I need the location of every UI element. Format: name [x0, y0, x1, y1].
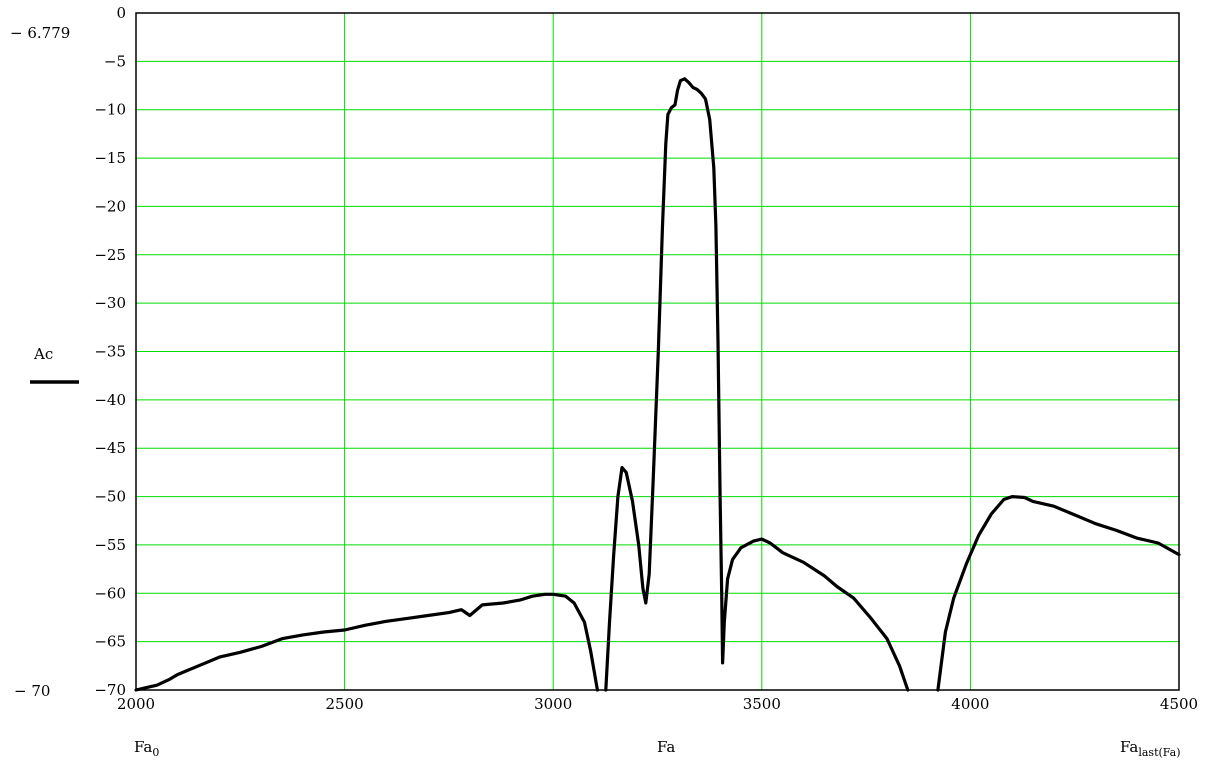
y-upper-limit-label: − 6.779 [10, 24, 70, 42]
y-tick-label: −30 [94, 294, 126, 312]
y-tick-label: −20 [94, 197, 126, 215]
plot-frame [135, 12, 1180, 691]
y-tick-label: −50 [94, 488, 126, 506]
y-tick-label: −70 [94, 681, 126, 699]
x-left-label-base: Fa [134, 738, 152, 756]
grid-lines [135, 12, 1180, 691]
y-tick-label: −10 [94, 101, 126, 119]
y-tick-label: −55 [94, 536, 126, 554]
y-lower-limit-label: − 70 [14, 682, 50, 700]
x-tick-label: 4000 [951, 695, 989, 713]
series-line [604, 77, 910, 692]
x-tick-label: 2500 [326, 695, 364, 713]
x-tick-labels: 2000 2500 3000 3500 4000 4500 [117, 695, 1198, 713]
x-left-label: Fa0 [134, 738, 159, 759]
y-tick-label: −45 [94, 439, 126, 457]
y-axis-label: Ac [33, 345, 53, 363]
x-right-label: Falast(Fa) [1120, 738, 1181, 759]
series-line [936, 495, 1181, 692]
x-right-label-base: Fa [1120, 738, 1138, 756]
y-tick-label: −15 [94, 149, 126, 167]
x-axis-label: Fa [657, 738, 675, 756]
x-right-label-sub: last(Fa) [1138, 746, 1180, 759]
x-tick-label: 2000 [117, 695, 155, 713]
y-tick-label: 0 [116, 4, 126, 22]
y-tick-label: −35 [94, 343, 126, 361]
x-tick-label: 4500 [1160, 695, 1198, 713]
y-tick-labels: 0 −5 −10 −15 −20 −25 −30 −35 −40 −45 −50 −55 −60 −65 −… [94, 4, 126, 699]
x-tick-label: 3500 [743, 695, 781, 713]
y-tick-label: −5 [104, 52, 126, 70]
series-line [134, 592, 599, 692]
x-left-label-sub: 0 [152, 746, 159, 759]
y-tick-label: −40 [94, 391, 126, 409]
y-tick-label: −60 [94, 584, 126, 602]
series-lines [134, 77, 1181, 692]
y-tick-label: −65 [94, 633, 126, 651]
x-tick-label: 3000 [534, 695, 572, 713]
y-tick-label: −25 [94, 246, 126, 264]
